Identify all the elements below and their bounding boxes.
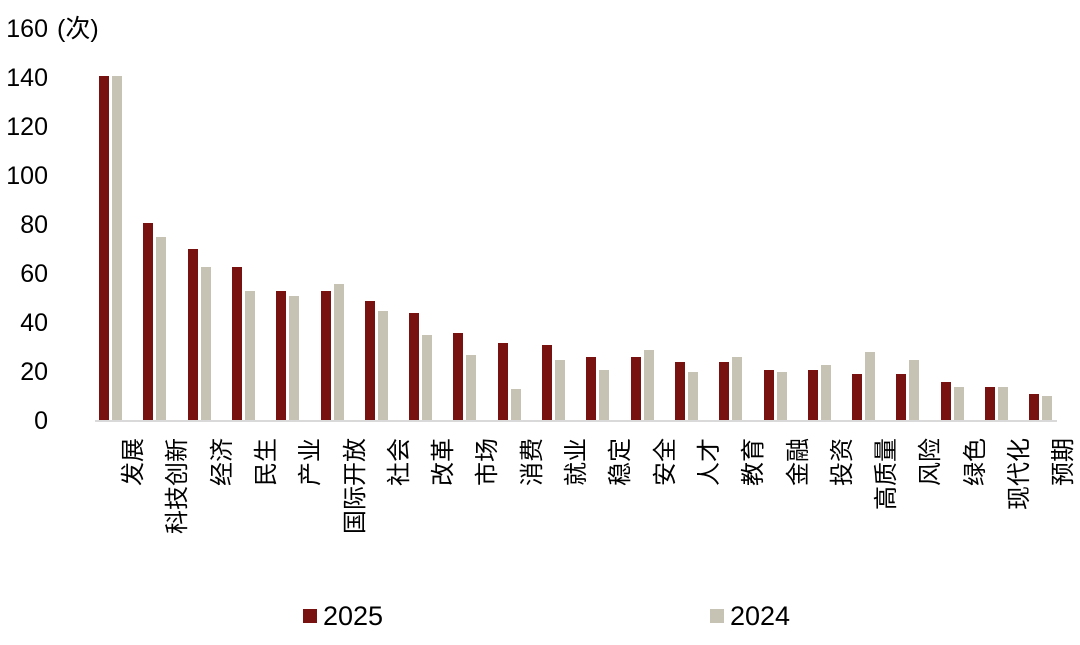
x-tick-label-风险: 风险 (917, 438, 945, 486)
bar-2024-市场 (466, 355, 477, 421)
x-tick-label-预期: 预期 (1050, 438, 1078, 486)
bar-2025-现代化 (985, 387, 995, 421)
x-axis-line (95, 420, 1057, 422)
y-tick-label: 0 (34, 407, 48, 435)
x-tick-label-改革: 改革 (430, 438, 458, 486)
legend-item-2024: 2024 (710, 601, 791, 631)
x-tick-label-产业: 产业 (297, 438, 325, 486)
bar-2024-高质量 (865, 352, 876, 421)
bar-2025-社会 (364, 301, 375, 421)
bar-2025-市场 (453, 333, 464, 421)
x-tick-label-社会: 社会 (385, 438, 413, 486)
y-tick-label: 60 (20, 260, 48, 288)
x-tick-label-稳定: 稳定 (607, 438, 635, 486)
bar-2025-安全 (630, 357, 641, 421)
x-tick-label-现代化: 现代化 (1006, 438, 1033, 510)
x-tick-label-绿色: 绿色 (961, 438, 989, 486)
bar-2024-经济 (200, 267, 211, 421)
bar-2024-绿色 (953, 387, 964, 421)
x-tick-label-人才: 人才 (695, 438, 723, 486)
x-tick-label-就业: 就业 (563, 438, 590, 486)
bar-2024-安全 (643, 350, 654, 421)
bar-2025-金融 (763, 370, 774, 421)
x-tick-label-国际开放: 国际开放 (341, 438, 369, 534)
bar-2024-教育 (732, 357, 743, 421)
y-tick-label: 120 (6, 113, 48, 141)
y-tick-label: 140 (6, 64, 48, 92)
bar-2024-投资 (820, 365, 831, 421)
bar-2024-消费 (510, 389, 521, 421)
legend-label-2024: 2024 (730, 601, 791, 631)
bar-2024-民生 (244, 291, 255, 421)
x-tick-label-高质量: 高质量 (873, 438, 901, 510)
y-tick-label: 80 (20, 211, 48, 239)
bar-2024-现代化 (998, 387, 1008, 421)
bar-2025-科技创新 (143, 223, 154, 421)
x-tick-label-市场: 市场 (474, 438, 502, 486)
bar-2024-预期 (1042, 396, 1053, 421)
bar-2025-稳定 (586, 357, 597, 421)
bar-2024-发展 (112, 76, 122, 421)
x-tick-label-投资: 投资 (828, 438, 856, 486)
legend-item-2025: 2025 (303, 601, 384, 631)
bar-2025-产业 (276, 291, 287, 421)
bar-2025-民生 (231, 267, 242, 421)
bar-2025-高质量 (852, 374, 863, 421)
x-tick-label-科技创新: 科技创新 (164, 438, 192, 534)
bar-2025-绿色 (940, 382, 951, 421)
bar-2024-社会 (377, 311, 388, 421)
bar-2024-人才 (687, 372, 698, 421)
x-tick-label-金融: 金融 (784, 438, 812, 486)
x-tick-label-消费: 消费 (518, 438, 546, 486)
x-tick-label-安全: 安全 (651, 438, 679, 486)
bar-2024-改革 (422, 335, 433, 421)
bar-2025-人才 (674, 362, 685, 421)
bar-2024-科技创新 (156, 237, 167, 421)
bar-2024-金融 (776, 372, 787, 421)
y-tick-label: 100 (6, 162, 48, 190)
x-tick-label-民生: 民生 (252, 438, 280, 486)
legend-label-2025: 2025 (323, 601, 384, 631)
bar-2025-教育 (719, 362, 730, 421)
bar-2024-国际开放 (333, 284, 344, 421)
legend-marker-2024 (710, 609, 724, 623)
bar-2024-就业 (555, 360, 565, 421)
bar-2025-就业 (542, 345, 552, 421)
bar-2025-预期 (1029, 394, 1040, 421)
bar-2024-风险 (909, 360, 920, 421)
x-tick-label-教育: 教育 (740, 438, 768, 486)
y-tick-label: 40 (20, 309, 48, 337)
bar-2025-改革 (409, 313, 420, 421)
y-tick-label: 160 (6, 15, 48, 43)
bar-2025-消费 (497, 343, 508, 421)
y-tick-label: 20 (20, 358, 48, 386)
x-tick-label-经济: 经济 (208, 438, 236, 486)
bar-2025-经济 (187, 249, 198, 421)
x-tick-label-发展: 发展 (120, 438, 147, 486)
legend-marker-2025 (303, 609, 317, 623)
bar-2025-国际开放 (320, 291, 331, 421)
bar-2025-发展 (99, 76, 109, 421)
y-axis-unit-label: (次) (57, 15, 99, 43)
bar-2025-投资 (807, 370, 818, 421)
bar-2024-稳定 (599, 370, 610, 421)
bar-2024-产业 (289, 296, 300, 421)
bar-2025-风险 (896, 374, 907, 421)
